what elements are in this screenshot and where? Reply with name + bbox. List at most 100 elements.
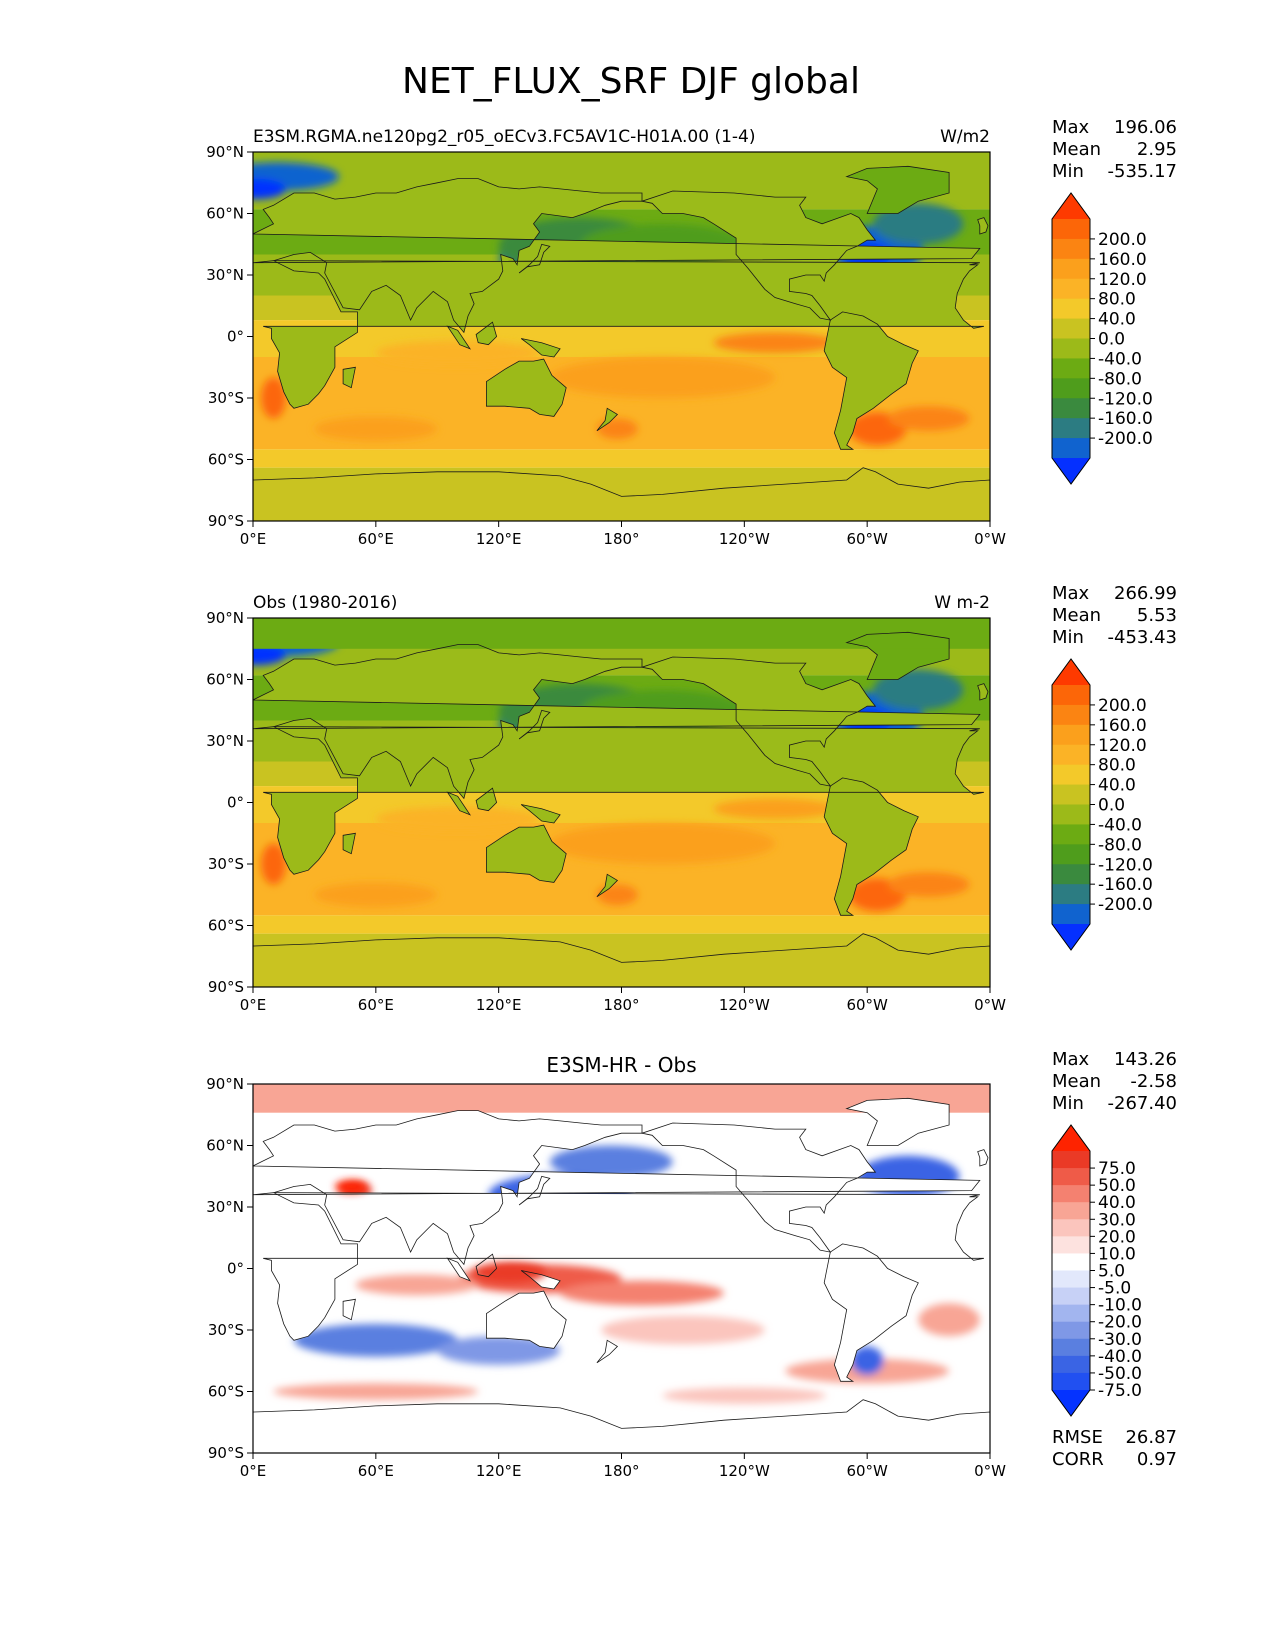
- field-band: [253, 915, 990, 934]
- colorbar-label: -80.0: [1098, 835, 1142, 855]
- land-antarc: [253, 467, 990, 521]
- colorbar-segment: [1052, 1321, 1090, 1340]
- coastline-uk: [977, 683, 989, 701]
- lat-tick-label: 30°S: [208, 1321, 244, 1339]
- lon-tick-label: 0°E: [240, 1462, 267, 1480]
- lon-tick-label: 60°W: [846, 1462, 888, 1480]
- lat-tick-label: 30°S: [208, 855, 244, 873]
- colorbar-segment: [1052, 1270, 1090, 1289]
- coastline-namer: [640, 656, 877, 787]
- stat-value: 196.06: [1114, 117, 1177, 138]
- coastline-japan: [518, 1175, 551, 1206]
- land-samer: [824, 311, 919, 450]
- stat-value: -2.58: [1130, 1071, 1177, 1092]
- land-antarc: [253, 1399, 990, 1453]
- field-blob: [887, 406, 970, 431]
- field-blob: [293, 1323, 458, 1357]
- stat-label: Max: [1052, 1049, 1090, 1070]
- coastline-png: [520, 804, 561, 824]
- colorbar-segment: [1052, 238, 1090, 260]
- panel-units: W m-2: [934, 593, 990, 613]
- land: [253, 166, 990, 521]
- coastline-nz: [596, 407, 619, 432]
- colorbar-segment: [1052, 784, 1090, 805]
- lon-tick-label: 120°E: [476, 530, 522, 548]
- coastline-antarc: [253, 467, 990, 521]
- field-blob: [596, 884, 638, 906]
- lat-tick-label: 30°N: [206, 732, 244, 750]
- lat-tick-label: 90°S: [208, 512, 244, 530]
- colorbar-label: -80.0: [1098, 369, 1142, 389]
- lat-tick-label: 60°S: [208, 917, 244, 935]
- colorbar-segment: [1052, 278, 1090, 300]
- stat-label: Max: [1052, 117, 1090, 138]
- colorbar-segment: [1052, 884, 1090, 905]
- stat-value: -453.43: [1108, 627, 1177, 648]
- panel-left-title: E3SM.RGMA.ne120pg2_r05_oECv3.FC5AV1C-H01…: [253, 127, 755, 147]
- coastline-africa: [263, 260, 984, 409]
- panel-center-title: E3SM-HR - Obs: [546, 1053, 696, 1077]
- colorbar-label: 75.0: [1098, 1159, 1136, 1179]
- colorbar-label: 0.0: [1098, 796, 1125, 816]
- lon-tick-label: 120°W: [719, 530, 770, 548]
- colorbar-label: -10.0: [1098, 1296, 1142, 1316]
- colorbar-outline: [1051, 658, 1091, 951]
- land-png: [521, 804, 561, 823]
- map-plot: [253, 1084, 990, 1453]
- stat-label: Mean: [1052, 139, 1101, 160]
- colorbar-label: 120.0: [1098, 270, 1147, 290]
- field-blob: [560, 1280, 724, 1306]
- lon-tick-label: 0°W: [974, 996, 1006, 1014]
- field-blob: [850, 1346, 884, 1376]
- panel-left-title: Obs (1980-2016): [253, 593, 397, 613]
- colorbar-label: -75.0: [1098, 1381, 1142, 1401]
- colorbar-segment: [1052, 219, 1090, 240]
- coastline-samer: [823, 1243, 919, 1382]
- field-blob: [253, 178, 286, 200]
- land: [253, 1098, 990, 1453]
- land-png: [521, 338, 561, 357]
- lat-tick-label: 90°N: [206, 1075, 244, 1093]
- land-uk: [977, 217, 988, 234]
- lon-tick-label: 120°W: [719, 1462, 770, 1480]
- colorbar-segment: [1052, 904, 1090, 925]
- colorbar-top-extend: [1052, 193, 1090, 219]
- coastlines: [253, 631, 990, 987]
- colorbar-label: 80.0: [1098, 290, 1136, 310]
- colorbar-segment: [1052, 438, 1090, 459]
- field-blob: [472, 1262, 546, 1283]
- field-blob: [713, 332, 837, 353]
- stat-value: -267.40: [1108, 1093, 1177, 1114]
- colorbar-label: 5.0: [1098, 1262, 1125, 1282]
- lon-tick-label: 0°W: [974, 530, 1006, 548]
- arctic-band: [253, 618, 990, 649]
- coastline-africa: [263, 1192, 984, 1341]
- field-blob: [314, 416, 438, 442]
- colorbar-label: 200.0: [1098, 230, 1147, 250]
- land-indo1: [447, 326, 470, 349]
- land-samer: [824, 777, 919, 916]
- coastline-madag: [342, 832, 356, 855]
- coastline-indo2: [475, 1253, 498, 1278]
- lat-tick-label: 90°N: [206, 143, 244, 161]
- lat-tick-label: 0°: [227, 794, 244, 812]
- lat-tick-label: 90°S: [208, 1444, 244, 1462]
- coastline-japan: [518, 243, 551, 274]
- lat-tick-label: 30°S: [208, 389, 244, 407]
- colorbar-segment: [1052, 1236, 1090, 1254]
- stat-value: -535.17: [1108, 161, 1177, 182]
- lon-tick-label: 120°E: [476, 1462, 522, 1480]
- colorbar-segment: [1052, 378, 1090, 399]
- coastline-aus: [486, 1290, 567, 1349]
- coastline-greenland: [845, 631, 950, 680]
- land-japan: [519, 1176, 550, 1205]
- colorbar-segment: [1052, 864, 1090, 885]
- colorbar-segment: [1052, 1338, 1090, 1357]
- land-namer: [642, 191, 876, 321]
- colorbar-segment: [1052, 1185, 1090, 1203]
- stat-label: Min: [1052, 1093, 1084, 1114]
- colorbar-label: 40.0: [1098, 1193, 1136, 1213]
- lon-tick-label: 0°E: [240, 996, 267, 1014]
- coastline-namer: [640, 1122, 877, 1253]
- land-eurasia: [253, 644, 980, 799]
